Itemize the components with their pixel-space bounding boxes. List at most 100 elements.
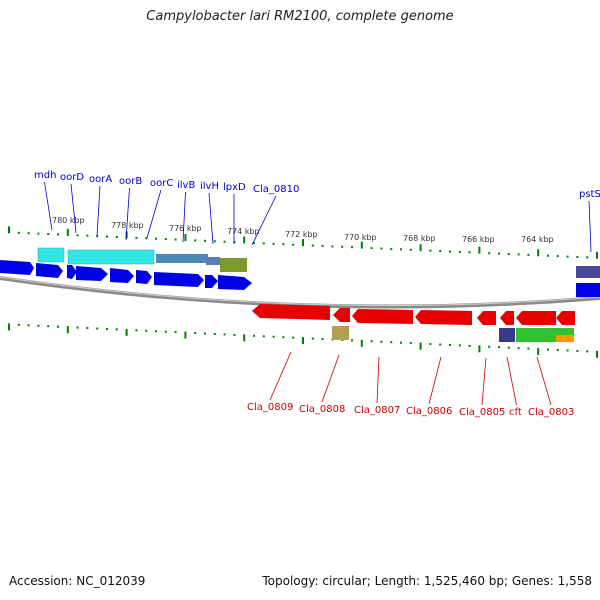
scale-tick (194, 239, 197, 242)
feature-block-cft[interactable] (516, 328, 556, 342)
scale-tick (409, 342, 412, 345)
gene-leader-line (146, 189, 162, 239)
genome-backbone-highlight (0, 276, 600, 306)
gene-arrow-reverse[interactable] (252, 304, 330, 320)
scale-tick (439, 250, 442, 252)
scale-tick (282, 336, 285, 339)
scale-tick (576, 256, 579, 258)
feature-block-lpxD[interactable] (220, 258, 247, 272)
gene-label-oorD[interactable]: oorD (60, 172, 84, 183)
scale-tick (213, 333, 216, 335)
gene-label-Cla_0806[interactable]: Cla_0806 (406, 406, 452, 417)
feature-block-cla0808[interactable] (332, 326, 349, 340)
gene-leader-line (251, 195, 277, 246)
gene-label-Cla_0808[interactable]: Cla_0808 (299, 404, 345, 415)
scale-tick (419, 244, 422, 252)
feature-block-mdh[interactable] (37, 247, 65, 263)
gene-arrow-forward[interactable] (76, 266, 108, 281)
scale-tick (321, 338, 324, 340)
scale-tick (439, 343, 442, 346)
scale-tick (96, 235, 99, 238)
scale-tick (419, 342, 422, 350)
gene-leader-lines-bottom (269, 351, 552, 406)
scale-tick (27, 232, 30, 235)
gene-arrow-forward[interactable] (154, 272, 204, 287)
gene-label-Cla_0810[interactable]: Cla_0810 (253, 184, 299, 195)
scale-tick (253, 334, 255, 337)
gene-leader-line (428, 356, 442, 405)
gene-label-mdh[interactable]: mdh (34, 170, 56, 181)
scale-tick (262, 242, 265, 245)
gene-label-Cla_0807[interactable]: Cla_0807 (354, 405, 400, 416)
gene-label-ilvB[interactable]: ilvB (177, 180, 195, 191)
scale-tick (272, 242, 275, 245)
gene-arrow-reverse[interactable] (500, 311, 514, 325)
scale-tick (498, 252, 500, 255)
scale-tick (243, 334, 246, 342)
gene-arrow-forward[interactable] (110, 268, 134, 283)
feature-block-pstS[interactable] (576, 266, 600, 278)
gene-leader-line (536, 356, 552, 406)
feature-block-cla0803-a[interactable] (556, 328, 574, 335)
feature-block-ilvH[interactable] (206, 257, 220, 265)
feature-block-cla0803-b[interactable] (556, 335, 574, 342)
scale-tick (458, 344, 461, 347)
feature-track-top (37, 247, 600, 278)
feature-block-ilvB[interactable] (156, 254, 208, 263)
gene-leader-line (321, 354, 340, 403)
scale-tick (390, 247, 393, 250)
scale-tick (449, 344, 451, 346)
gene-label-Cla_0809[interactable]: Cla_0809 (247, 402, 293, 413)
scale-tick-label: 780 kbp (52, 216, 85, 225)
gene-label-Cla_0805[interactable]: Cla_0805 (459, 407, 505, 418)
scale-tick (57, 325, 59, 328)
gene-label-cft[interactable]: cft (509, 407, 522, 418)
gene-arrow-reverse[interactable] (415, 310, 472, 325)
scale-tick (547, 348, 549, 351)
gene-arrow-reverse[interactable] (477, 311, 496, 325)
gene-label-Cla_0803[interactable]: Cla_0803 (528, 407, 574, 418)
gene-label-pstS[interactable]: pstS (579, 189, 600, 200)
scale-tick (57, 233, 59, 236)
scale-tick (556, 255, 559, 258)
gene-label-oorC[interactable]: oorC (150, 178, 173, 189)
gene-label-oorB[interactable]: oorB (119, 176, 142, 187)
gene-arrow-reverse[interactable] (333, 308, 350, 322)
scale-tick (576, 349, 579, 352)
gene-leader-line (481, 357, 487, 406)
gene-arrow-forward[interactable] (218, 275, 252, 290)
scale-tick (351, 246, 353, 249)
scale-tick (96, 327, 99, 330)
scale-tick (507, 346, 510, 349)
gene-label-lpxD[interactable]: lpxD (223, 182, 246, 193)
gene-leader-line (506, 356, 517, 406)
gene-arrow-forward[interactable] (36, 263, 63, 278)
feature-block-oor[interactable] (67, 249, 155, 265)
scale-tick (586, 256, 589, 259)
scale-tick (429, 249, 432, 252)
scale-tick (351, 339, 353, 342)
scale-tick (17, 323, 20, 326)
scale-tick (341, 245, 344, 248)
scale-tick (586, 350, 589, 353)
gene-arrow-reverse[interactable] (556, 311, 575, 325)
feature-track-bottom (332, 326, 574, 342)
feature-block-cla0805[interactable] (499, 328, 515, 342)
scale-tick (311, 337, 314, 340)
gene-arrow-forward[interactable] (136, 270, 152, 284)
gene-arrow-forward[interactable] (205, 275, 218, 288)
accession-label: Accession: NC_012039 (9, 574, 146, 588)
gene-arrow-forward[interactable] (67, 265, 77, 279)
gene-arrow-forward[interactable] (0, 260, 34, 275)
gene-leader-line (125, 187, 130, 241)
scale-tick (566, 255, 569, 258)
gene-label-oorA[interactable]: oorA (89, 174, 112, 185)
gene-label-ilvH[interactable]: ilvH (200, 181, 219, 192)
scale-tick (302, 239, 304, 247)
gene-arrow-reverse[interactable] (352, 309, 413, 324)
gene-arrow-forward[interactable] (576, 283, 600, 297)
scale-tick-label: 768 kbp (403, 234, 436, 243)
scale-tick (145, 329, 148, 332)
gene-arrow-reverse[interactable] (516, 311, 556, 325)
gene-leader-line (208, 192, 214, 245)
